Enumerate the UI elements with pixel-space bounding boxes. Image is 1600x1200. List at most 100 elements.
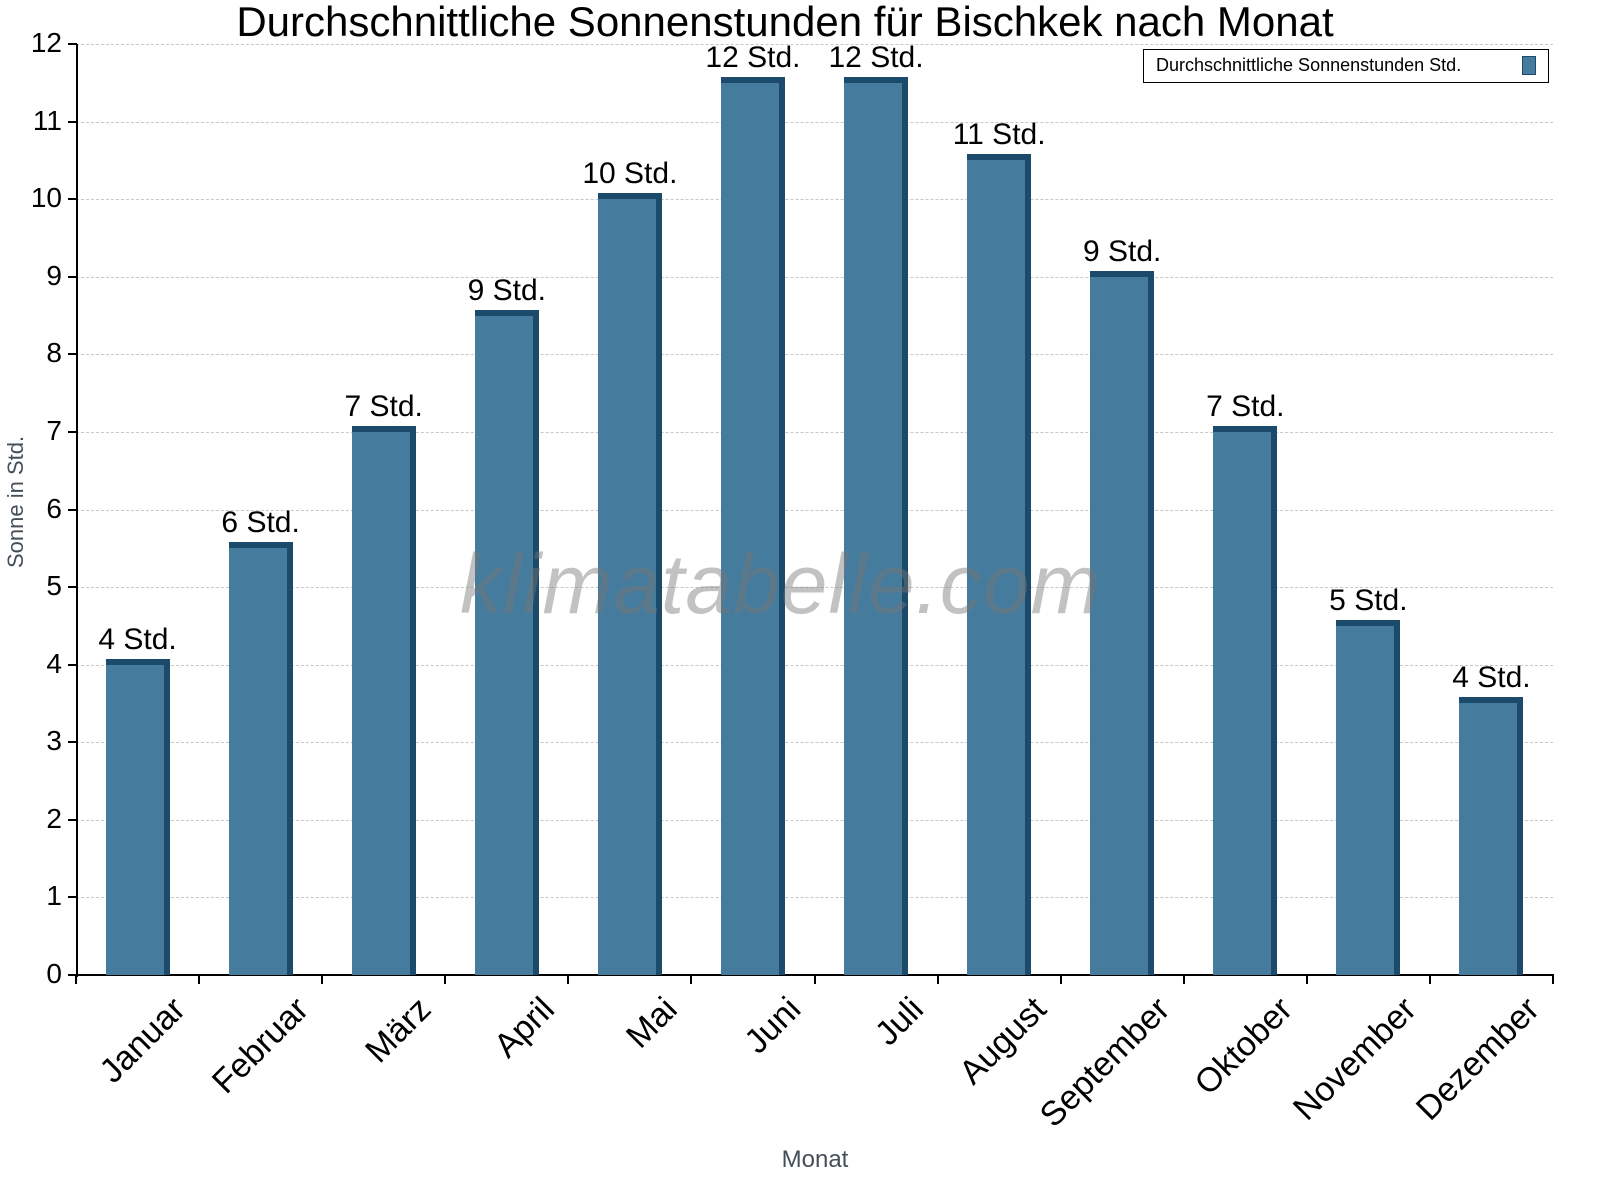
data-label: 6 Std. [221, 506, 300, 540]
y-tick-label: 8 [46, 337, 62, 369]
gridline [76, 199, 1553, 201]
y-tick-label: 7 [46, 414, 62, 446]
x-tick-label: Dezember [1408, 990, 1547, 1128]
data-label: 11 Std. [952, 118, 1046, 152]
x-tick [444, 975, 447, 984]
y-tick-label: 0 [46, 958, 62, 989]
gridline [76, 431, 1553, 433]
bar [351, 425, 416, 975]
y-tick-label: 5 [46, 570, 62, 602]
gridline [76, 44, 1553, 45]
gridline [76, 742, 1553, 744]
bar-top-face [720, 76, 785, 83]
data-label: 12 Std. [705, 40, 801, 74]
x-tick-label: Juni [736, 990, 808, 1061]
y-tick-label: 6 [46, 492, 62, 524]
bar [105, 658, 170, 975]
bar-side-face [1394, 619, 1401, 975]
bar-side-face [655, 193, 662, 975]
bar-side-face [532, 309, 539, 975]
chart-title: Durchschnittliche Sonnenstunden für Bisc… [236, 0, 1334, 45]
legend: Durchschnittliche Sonnenstunden Std. [1143, 49, 1549, 83]
bar-top-face [844, 76, 909, 83]
y-tick-label: 9 [46, 259, 62, 291]
x-tick [567, 975, 570, 984]
bar [228, 542, 293, 975]
bar-side-face [1148, 270, 1155, 975]
y-tick [68, 508, 77, 511]
y-tick-label: 11 [32, 104, 62, 136]
bar-top-face [1336, 619, 1401, 626]
bar [597, 193, 662, 975]
bar-side-face [1025, 154, 1032, 975]
x-tick-label: November [1285, 990, 1424, 1128]
bar-top-face [1213, 425, 1278, 432]
bar-top-face [967, 154, 1032, 161]
data-label: 7 Std. [1206, 389, 1285, 423]
bar-top-face [1459, 697, 1524, 704]
y-tick-label: 2 [46, 802, 62, 834]
x-tick-label: Juli [867, 990, 931, 1053]
y-tick-label: 1 [46, 880, 62, 912]
gridline [76, 819, 1553, 821]
bar-side-face [163, 658, 170, 975]
bar-top-face [597, 193, 662, 200]
y-tick [68, 275, 77, 278]
x-tick [75, 975, 77, 984]
bar-side-face [1517, 697, 1524, 975]
y-tick [68, 198, 77, 201]
legend-swatch-icon [1522, 56, 1536, 75]
bar [967, 154, 1032, 975]
data-label: 4 Std. [1452, 661, 1531, 695]
x-tick-label: Oktober [1187, 990, 1301, 1103]
data-label: 5 Std. [1329, 583, 1408, 617]
x-tick-label: April [486, 990, 562, 1065]
y-tick [68, 430, 77, 433]
bar [1090, 270, 1155, 975]
bar [844, 76, 909, 975]
x-tick-label: August [952, 990, 1054, 1092]
y-tick-label: 12 [30, 27, 62, 58]
data-label: 7 Std. [344, 389, 423, 423]
data-label: 4 Std. [98, 622, 177, 656]
y-axis-line [76, 44, 78, 977]
data-label: 12 Std. [828, 40, 924, 74]
x-tick-label: Mai [619, 990, 685, 1056]
bar [1459, 697, 1524, 975]
x-tick [1428, 975, 1431, 984]
y-tick [68, 43, 77, 45]
x-tick-label: März [358, 990, 439, 1071]
x-tick-label: September [1032, 990, 1178, 1135]
watermark: klimatabelle.com [460, 537, 1102, 631]
bar-side-face [1271, 425, 1278, 975]
y-tick [68, 353, 77, 356]
bar-top-face [474, 309, 539, 316]
bar [1213, 425, 1278, 975]
x-tick [321, 975, 324, 984]
y-tick [68, 663, 77, 666]
plot-area [76, 44, 1553, 975]
gridline [76, 509, 1553, 511]
y-tick [68, 896, 77, 899]
legend-label: Durchschnittliche Sonnenstunden Std. [1156, 55, 1462, 75]
bar [474, 309, 539, 975]
gridline [76, 587, 1553, 589]
y-tick-label: 3 [46, 725, 62, 757]
x-tick [1552, 975, 1554, 984]
gridline [76, 897, 1553, 899]
x-tick [690, 975, 693, 984]
x-tick [813, 975, 816, 984]
bar [1336, 619, 1401, 975]
y-axis-title: Sonne in Std. [3, 435, 28, 568]
x-tick-label: Februar [204, 990, 316, 1102]
bar-top-face [228, 542, 293, 549]
gridline [76, 664, 1553, 666]
y-tick [68, 974, 77, 976]
x-tick [936, 975, 939, 984]
bar-side-face [778, 76, 785, 975]
gridline [76, 276, 1553, 278]
y-tick [68, 741, 77, 744]
data-label: 9 Std. [1083, 234, 1162, 268]
data-label: 9 Std. [467, 273, 546, 307]
data-label: 10 Std. [582, 157, 678, 191]
